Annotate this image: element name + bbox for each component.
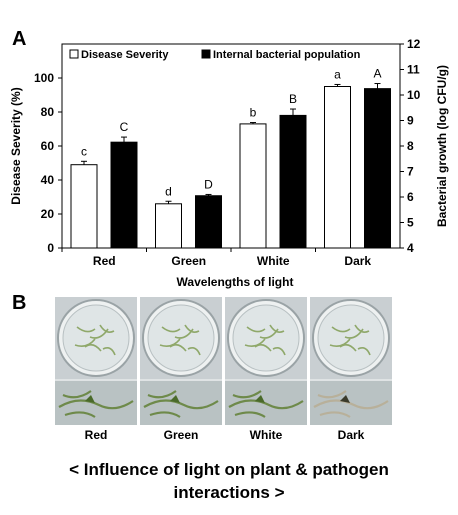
x-axis-label: Wavelengths of light (177, 275, 294, 289)
photo-label-green: Green (163, 428, 199, 442)
significance-letter: c (81, 144, 87, 158)
photo-dark (310, 297, 392, 425)
legend-label-severity: Disease Severity (81, 49, 169, 61)
significance-letter: d (165, 184, 172, 198)
left-axis-tick-label: 80 (41, 105, 55, 119)
plate-photo (55, 297, 137, 425)
bacteria-bar (279, 114, 307, 249)
right-axis-label: Bacterial growth (log CFU/g) (435, 65, 449, 227)
legend-label-bacteria: Internal bacterial population (213, 49, 361, 61)
plate-photo (310, 297, 392, 425)
panel-b-label: B (12, 292, 27, 314)
significance-letter: B (289, 92, 297, 106)
right-axis-tick-label: 5 (407, 216, 414, 230)
caption: < Influence of light on plant & pathogen… (0, 458, 458, 504)
right-axis-tick-label: 11 (407, 63, 420, 77)
severity-bar (239, 123, 267, 249)
significance-letter: A (373, 67, 381, 81)
caption-line-1: < Influence of light on plant & pathogen (69, 460, 389, 479)
right-axis-tick-label: 7 (407, 165, 414, 179)
plate-photo (225, 297, 307, 425)
significance-letter: D (204, 177, 213, 191)
left-axis-tick-label: 60 (41, 139, 55, 153)
left-axis-tick-label: 100 (34, 71, 54, 85)
caption-line-2: interactions > (173, 483, 285, 502)
right-axis-tick-label: 8 (407, 139, 414, 153)
legend-swatch-bacteria (201, 49, 211, 59)
photo-row (55, 297, 392, 425)
photo-label-red: Red (84, 428, 108, 442)
panel-a-label: A (12, 28, 27, 50)
left-axis-tick-label: 0 (47, 241, 54, 255)
legend-swatch-severity (69, 49, 79, 59)
left-axis-label: Disease Severity (%) (9, 87, 23, 204)
right-axis-tick-label: 12 (407, 37, 421, 51)
x-tick-label: Green (171, 254, 206, 268)
severity-bar (70, 164, 98, 249)
severity-bar (324, 86, 351, 249)
photo-red (55, 297, 137, 425)
plate-photo (140, 297, 222, 425)
bacteria-bar (195, 195, 222, 249)
significance-letter: b (250, 106, 257, 120)
left-axis-tick-label: 40 (41, 173, 55, 187)
bacteria-bar (364, 88, 391, 249)
right-axis-tick-label: 10 (407, 88, 421, 102)
right-axis-tick-label: 6 (407, 190, 414, 204)
photo-label-white: White (249, 428, 283, 442)
right-axis-tick-label: 4 (407, 241, 414, 255)
severity-bar (155, 203, 182, 249)
x-tick-label: White (257, 254, 290, 268)
x-tick-label: Dark (344, 254, 371, 268)
photo-white (225, 297, 307, 425)
significance-letter: C (120, 120, 129, 134)
photo-green (140, 297, 222, 425)
left-axis-tick-label: 20 (41, 207, 55, 221)
photo-label-dark: Dark (337, 428, 365, 442)
x-tick-label: Red (93, 254, 116, 268)
bar-chart: 0 20 40 60 80 100 4 5 6 7 8 9 10 11 12 Disease Severity… (9, 37, 449, 289)
right-axis-tick-label: 9 (407, 114, 414, 128)
bacteria-bar (110, 141, 138, 249)
significance-letter: a (334, 67, 341, 81)
